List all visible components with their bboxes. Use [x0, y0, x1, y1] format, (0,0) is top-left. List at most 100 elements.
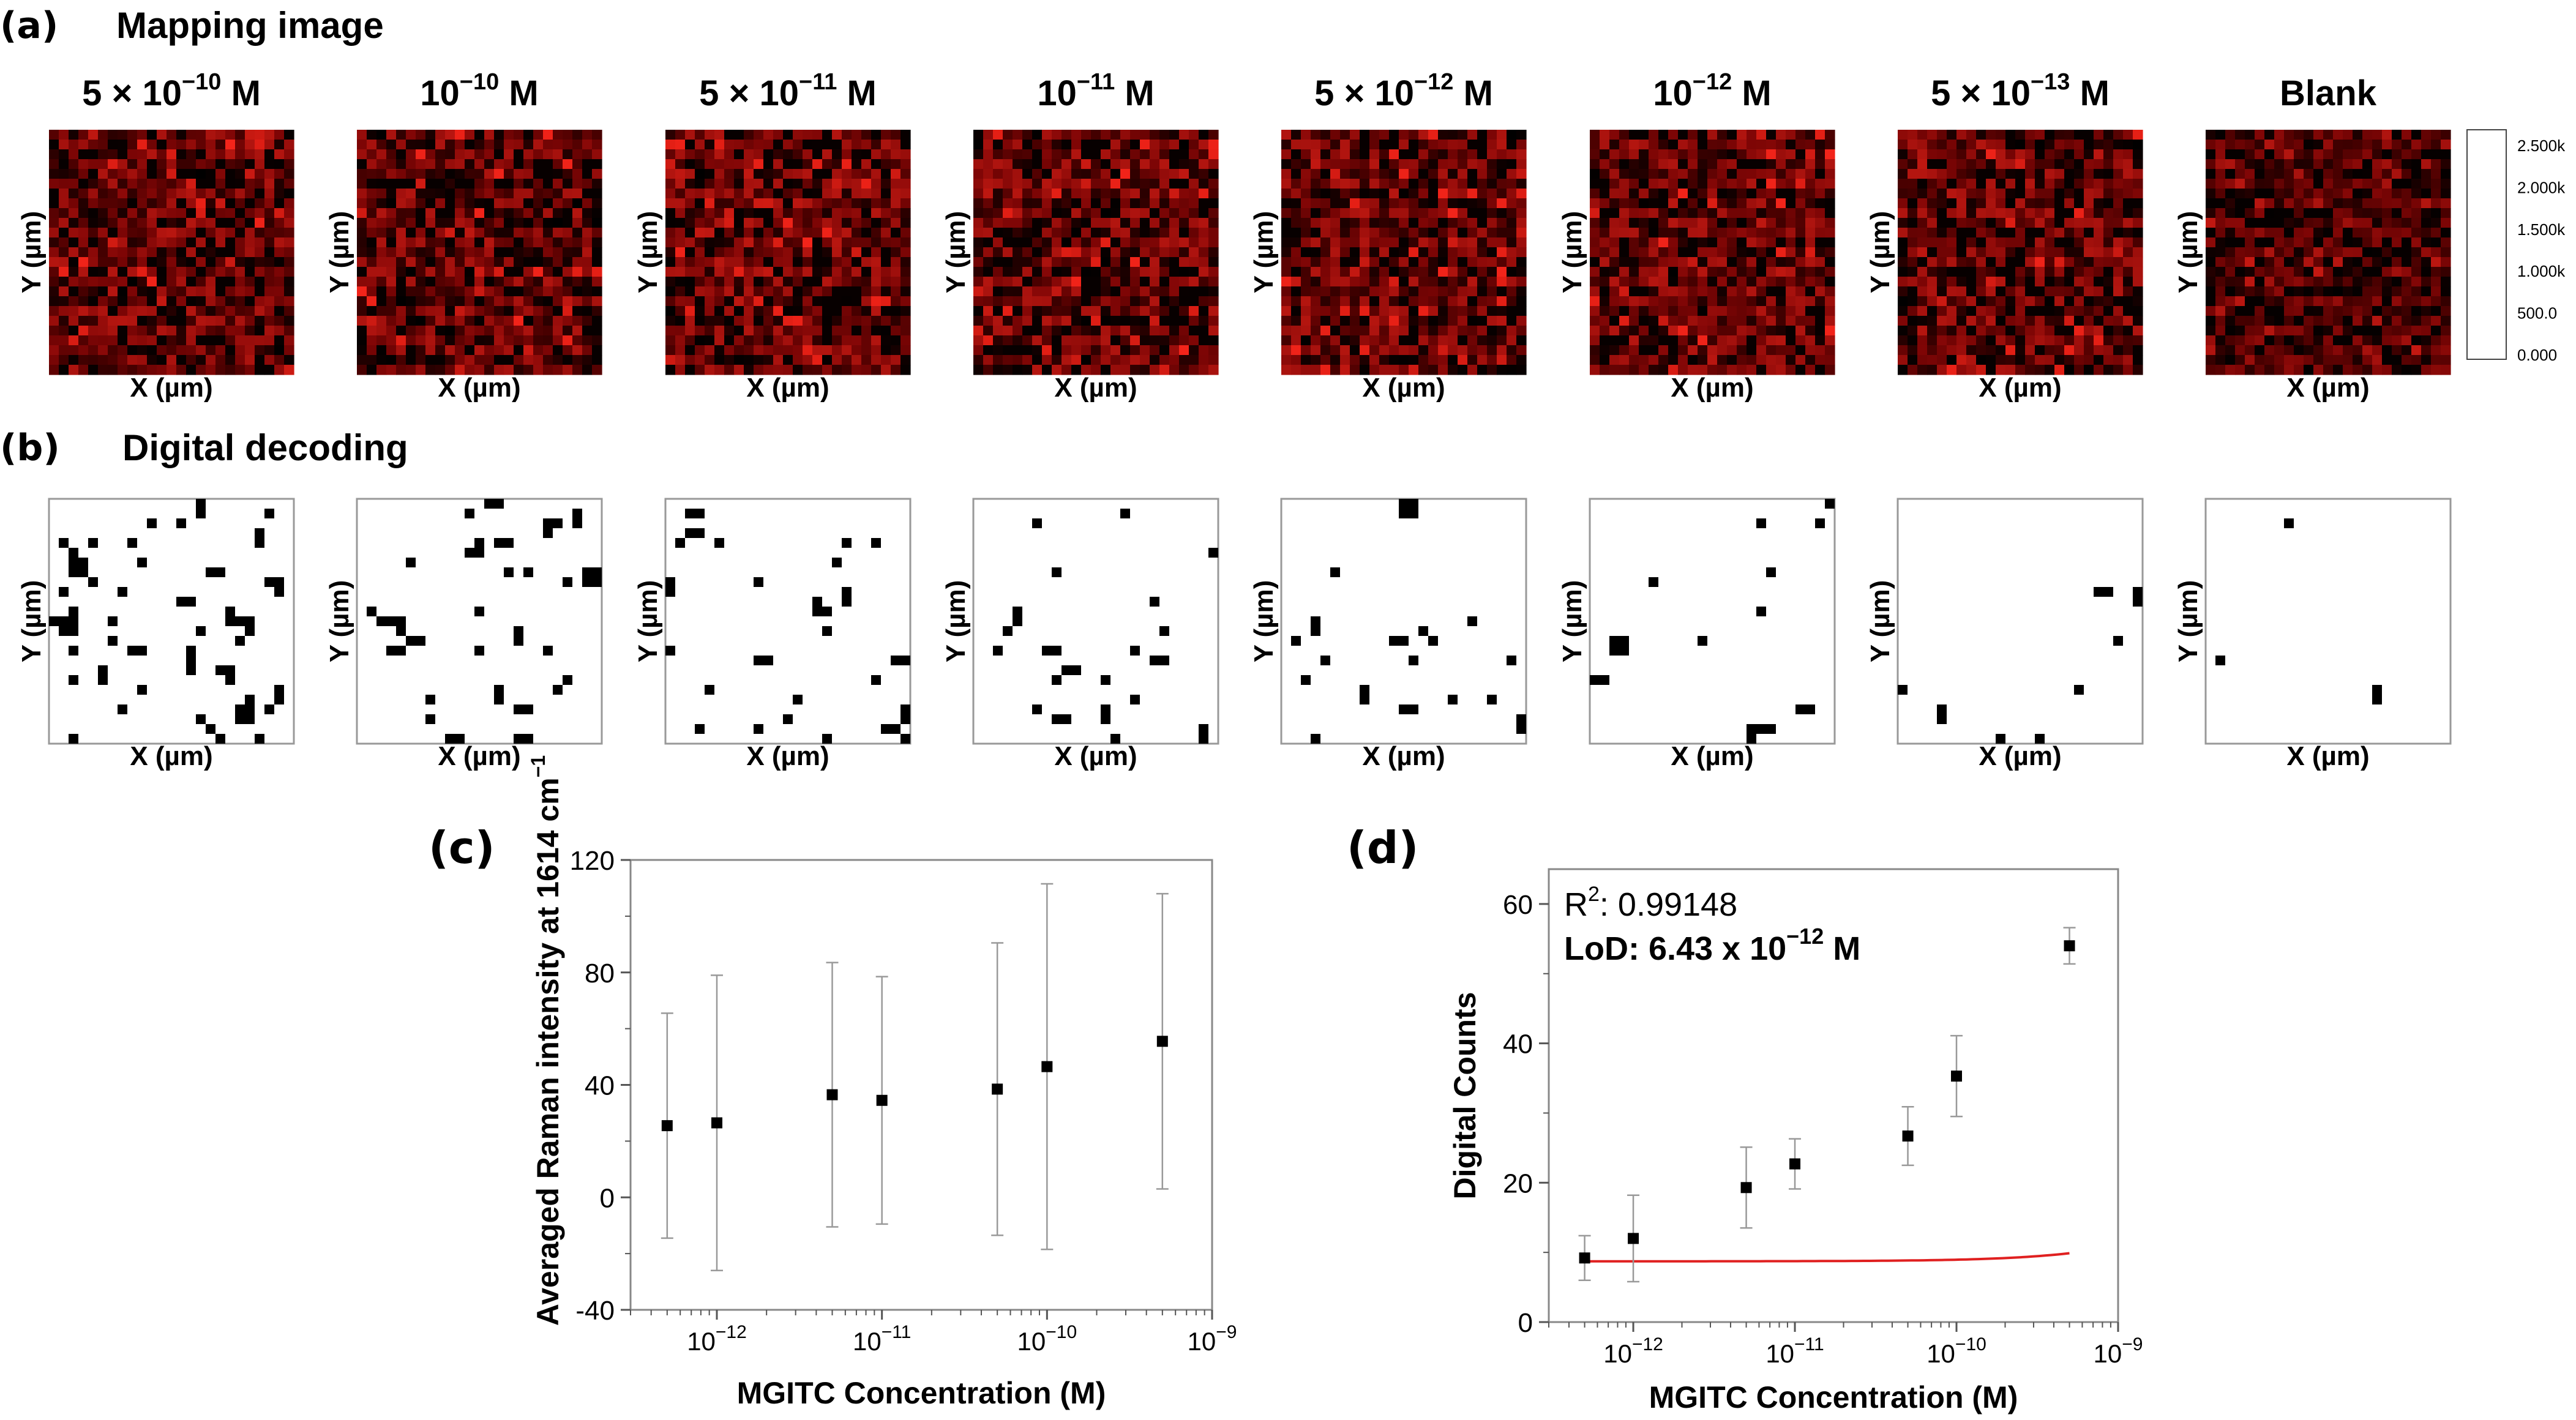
heatmap-cell — [1795, 306, 1806, 316]
heatmap-cell — [2323, 306, 2334, 316]
heatmap-cell — [973, 198, 984, 209]
heatmap-cell — [563, 257, 573, 267]
heatmap-cell — [1369, 237, 1380, 248]
heatmap-cell — [186, 326, 197, 336]
heatmap-cell — [754, 267, 764, 277]
heatmap-cell — [822, 345, 833, 356]
heatmap-cell — [852, 149, 862, 160]
heatmap-cell — [367, 306, 377, 316]
heatmap-cell — [1590, 286, 1600, 297]
heatmap-cell — [2054, 345, 2065, 356]
heatmap-cell — [1947, 218, 1957, 228]
heatmap-cell — [225, 140, 236, 150]
heatmap-cell — [1516, 179, 1527, 189]
heatmap-cell — [1458, 149, 1468, 160]
heatmap-cell — [822, 228, 833, 238]
heatmap-cell — [1629, 316, 1639, 326]
heatmap-cell — [714, 365, 725, 375]
heatmap-cell — [822, 326, 833, 336]
heatmap-cell — [1776, 306, 1786, 316]
heatmap-cell — [832, 189, 842, 199]
heatmap-cell — [176, 149, 187, 160]
heatmap-cell — [1825, 365, 1835, 375]
heatmap-cell — [245, 306, 255, 316]
heatmap-cell — [1199, 247, 1209, 258]
heatmap-cell — [1311, 218, 1321, 228]
heatmap-cell — [665, 130, 676, 140]
heatmap-cell — [1150, 355, 1160, 365]
heatmap-cell — [2294, 169, 2304, 179]
heatmap-cell — [553, 140, 563, 150]
heatmap-cell — [1340, 316, 1350, 326]
heatmap-cell — [49, 355, 59, 365]
heatmap-cell — [714, 267, 725, 277]
heatmap-cell — [2323, 247, 2334, 258]
heatmap-cell — [416, 228, 426, 238]
heatmap-cell — [1399, 169, 1409, 179]
heatmap-cell — [2313, 189, 2324, 199]
heatmap-cell — [2362, 335, 2373, 346]
heatmap-cell — [455, 286, 465, 297]
heatmap-cell — [118, 228, 128, 238]
heatmap-cell — [1091, 228, 1101, 238]
heatmap-cell — [1340, 345, 1350, 356]
heatmap-cell — [1052, 257, 1062, 267]
heatmap-cell — [1658, 159, 1669, 170]
heatmap-cell — [1418, 355, 1429, 365]
heatmap-cell — [861, 179, 872, 189]
heatmap-cell — [1678, 335, 1688, 346]
heatmap-cell — [1815, 355, 1825, 365]
heatmap-cell — [1678, 179, 1688, 189]
heatmap-cell — [2294, 130, 2304, 140]
heatmap-cell — [108, 267, 118, 277]
heatmap-cell — [1438, 218, 1448, 228]
heatmap-cell — [1639, 257, 1649, 267]
heatmap-cell — [1917, 345, 1928, 356]
heatmap-cell — [1291, 189, 1301, 199]
heatmap-cell — [1022, 296, 1033, 307]
heatmap-cell — [235, 140, 245, 150]
heatmap-cell — [1458, 208, 1468, 219]
heatmap-cell — [1320, 247, 1331, 258]
heatmap-cell — [78, 179, 89, 189]
heatmap-cell — [1389, 247, 1399, 258]
heatmap-cell — [2284, 169, 2294, 179]
heatmap-cell — [1507, 277, 1517, 287]
heatmap-cell — [1291, 218, 1301, 228]
heatmap-cell — [1976, 267, 1986, 277]
heatmap-cell — [1091, 179, 1101, 189]
heatmap-cell — [2392, 208, 2402, 219]
heatmap-cell — [1516, 277, 1527, 287]
heatmap-cell — [675, 218, 686, 228]
heatmap-cell — [1668, 130, 1679, 140]
heatmap-cell — [196, 257, 206, 267]
heatmap-cell — [803, 257, 813, 267]
heatmap-cell — [1458, 179, 1468, 189]
heatmap-cell — [1688, 355, 1698, 365]
heatmap-cell — [553, 228, 563, 238]
heatmap-cell — [2235, 189, 2245, 199]
heatmap-cell — [2005, 296, 2016, 307]
heatmap-cell — [1756, 179, 1767, 189]
heatmap-cell — [1986, 316, 1996, 326]
heatmap-cell — [167, 198, 177, 209]
heatmap-cell — [2255, 140, 2265, 150]
heatmap-cell — [2421, 335, 2432, 346]
heatmap-cell — [108, 306, 118, 316]
heatmap-cell — [357, 286, 367, 297]
heatmap-cell — [367, 218, 377, 228]
heatmap-cell — [1766, 198, 1777, 209]
heatmap-cell — [1756, 267, 1767, 277]
heatmap-cell — [523, 208, 534, 219]
heatmap-cell — [2245, 257, 2255, 267]
heatmap-cell — [842, 316, 852, 326]
heatmap-cell — [357, 140, 367, 150]
heatmap-cell — [592, 169, 602, 179]
heatmap-cell — [1428, 326, 1439, 336]
heatmap-cell — [1487, 218, 1497, 228]
heatmap-cell — [245, 218, 255, 228]
heatmap-cell — [1786, 296, 1796, 307]
heatmap-cell — [1497, 159, 1507, 170]
heatmap-cell — [1399, 286, 1409, 297]
heatmap-cell — [1815, 179, 1825, 189]
